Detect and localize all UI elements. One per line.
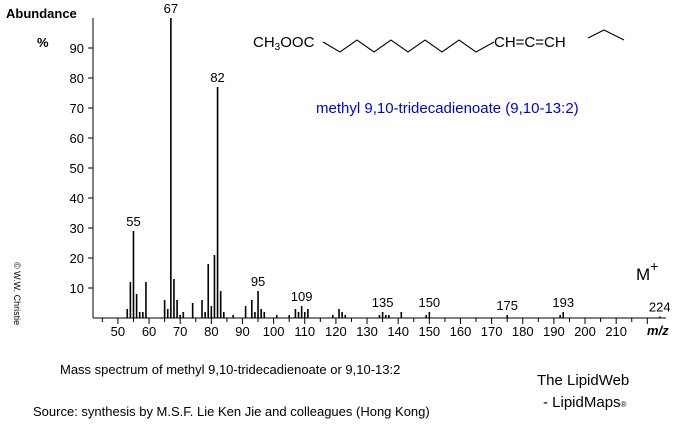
structure-right-group: CH=C=CH xyxy=(494,34,566,51)
brand-line-2-text: - LipidMaps xyxy=(543,394,621,411)
peak-label: 224 xyxy=(649,300,671,315)
peak-label: 193 xyxy=(552,295,574,310)
x-tick-label: 130 xyxy=(356,324,378,339)
structure-chain-zigzag xyxy=(322,39,495,53)
y-axis-label: Abundance xyxy=(6,6,77,21)
source-note: Source: synthesis by M.S.F. Lie Ken Jie … xyxy=(33,404,430,419)
x-tick-label: 140 xyxy=(387,324,409,339)
peak-label: 82 xyxy=(210,70,224,85)
x-tick-label: 90 xyxy=(235,324,249,339)
x-tick-label: 180 xyxy=(512,324,534,339)
y-tick-label: 50 xyxy=(70,161,84,176)
structure-tail xyxy=(587,29,625,41)
molecular-ion-charge: + xyxy=(650,258,658,274)
x-tick-label: 70 xyxy=(173,324,187,339)
structure-left-group: CH3OOC xyxy=(253,34,315,53)
structure-left-sub: 3 xyxy=(275,42,281,53)
peak-label: 55 xyxy=(126,214,140,229)
y-tick-label: 10 xyxy=(70,281,84,296)
x-tick-label: 200 xyxy=(574,324,596,339)
peak-label: 175 xyxy=(496,298,518,313)
x-tick-label: 210 xyxy=(605,324,627,339)
x-tick-label: 110 xyxy=(294,324,315,339)
molecular-ion-m: M xyxy=(636,265,650,284)
y-tick-label: 30 xyxy=(70,221,84,236)
brand-line-1: The LipidWeb xyxy=(537,372,630,389)
x-tick-label: 60 xyxy=(142,324,156,339)
y-tick-label: 40 xyxy=(70,191,84,206)
molecular-ion-label: M+ xyxy=(636,258,658,284)
peak-label: 95 xyxy=(251,274,265,289)
y-axis-unit: % xyxy=(37,35,49,50)
y-tick-label: 80 xyxy=(70,71,84,86)
y-tick-label: 70 xyxy=(70,101,84,116)
x-tick-label: 100 xyxy=(263,324,285,339)
x-tick-label: 190 xyxy=(543,324,565,339)
x-axis-label: m/z xyxy=(647,323,669,338)
structure-left-ch: CH xyxy=(253,34,275,51)
peak-label: 109 xyxy=(291,289,313,304)
peak-label: 135 xyxy=(372,295,394,310)
brand-registered-mark: ® xyxy=(620,400,627,409)
x-tick-label: 80 xyxy=(204,324,218,339)
brand-line-2: - LipidMaps® xyxy=(543,394,626,411)
x-tick-label: 170 xyxy=(481,324,503,339)
peak-label: 150 xyxy=(418,295,440,310)
caption: Mass spectrum of methyl 9,10-tridecadien… xyxy=(60,362,401,377)
y-tick-label: 60 xyxy=(70,131,84,146)
peak-label: 67 xyxy=(164,1,178,16)
compound-name: methyl 9,10-tridecadienoate (9,10-13:2) xyxy=(316,100,579,117)
y-tick-label: 90 xyxy=(70,41,84,56)
y-tick-label: 20 xyxy=(70,251,84,266)
x-tick-label: 160 xyxy=(450,324,472,339)
copyright-text: © W.W. Christie xyxy=(12,262,22,325)
structure-left-rest: OOC xyxy=(280,34,314,51)
x-tick-label: 120 xyxy=(325,324,347,339)
x-tick-label: 50 xyxy=(111,324,125,339)
x-tick-label: 150 xyxy=(418,324,440,339)
structure-diagram: CH3OOC CH=C=CH xyxy=(253,29,625,53)
